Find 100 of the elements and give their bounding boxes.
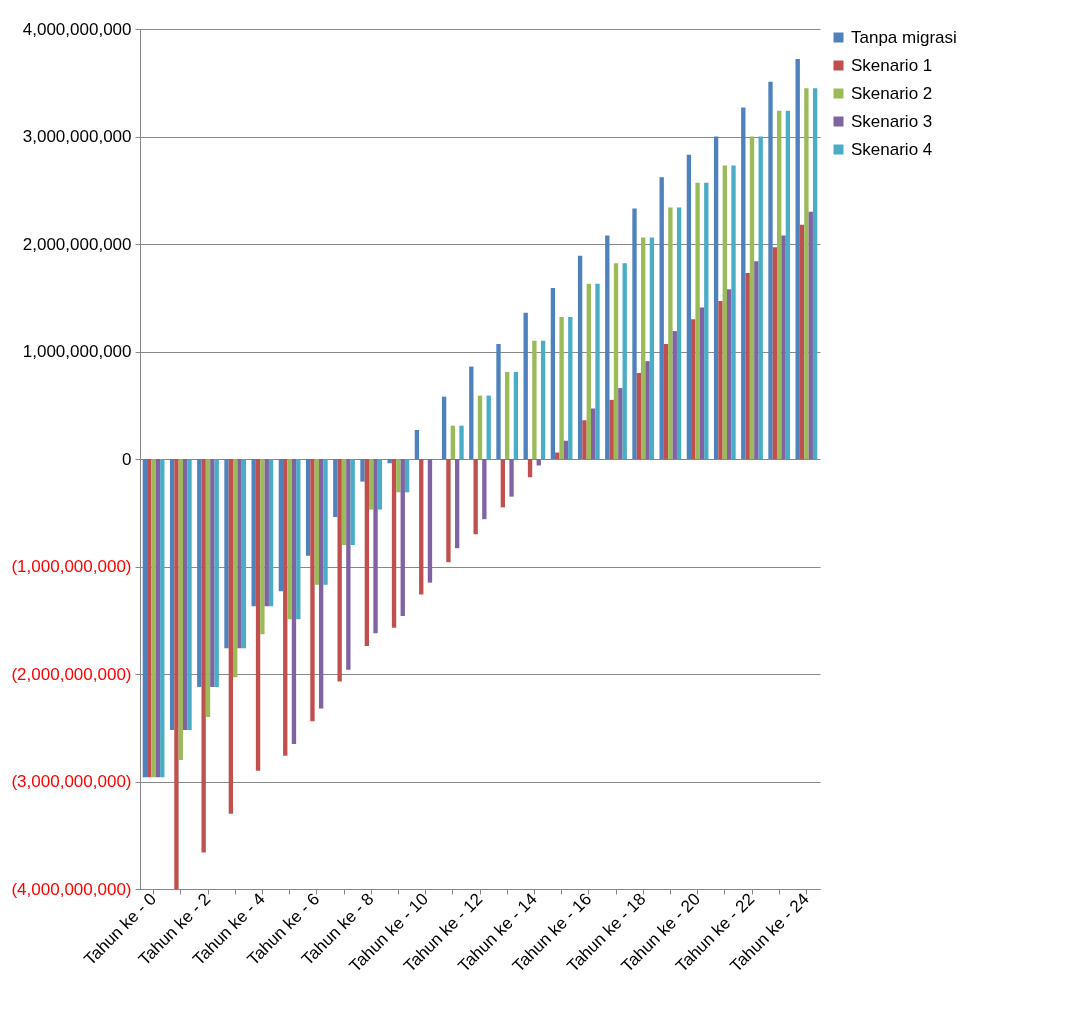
bar [649,237,655,459]
bar [469,366,474,459]
y-tick-label: (4,000,000,000) [11,879,132,899]
bar [404,459,410,493]
bar [622,263,627,459]
bar [568,317,573,459]
bar [795,59,800,459]
bar [618,388,623,459]
bar [722,165,727,459]
bar [772,247,778,459]
bar [391,459,397,628]
bar [799,224,805,459]
bar [777,110,782,459]
bar [210,459,215,687]
y-tick-label: 3,000,000,000 [22,127,132,146]
bar [197,459,202,687]
bar [224,459,229,649]
bar [632,208,637,459]
bar [482,459,487,520]
bar [613,263,619,459]
y-tick-label: (2,000,000,000) [11,664,132,684]
bar [550,288,556,459]
bar [754,261,759,459]
bar [704,182,709,459]
bar [527,459,533,478]
bar [731,165,736,459]
legend-label: Skenario 4 [851,139,933,159]
bar [369,459,374,510]
bar [260,459,265,635]
bar [441,396,447,459]
bar [745,273,750,459]
y-tick-label: 0 [122,449,132,469]
bar [241,459,247,649]
bar [414,429,420,459]
bar [373,459,378,634]
bar [151,459,156,778]
bar [147,459,152,778]
bar [726,289,732,459]
bar [718,300,723,459]
bar [283,459,288,756]
bar [473,459,478,535]
bar [251,459,256,607]
bar [427,459,433,583]
bar [804,88,809,459]
bar [377,459,383,510]
bar [563,440,569,459]
bar [505,371,510,459]
legend-label: Skenario 3 [851,111,933,131]
bar [768,81,773,459]
bar [686,154,692,459]
bar [672,331,677,459]
bar [178,459,183,760]
bar [595,283,600,459]
legend-label: Skenario 2 [851,83,933,103]
bar [341,459,347,545]
bar [337,459,342,682]
bar [214,459,219,687]
bar [454,459,460,549]
bar [477,395,483,459]
bar [360,459,365,482]
bar [419,459,424,595]
bar [318,459,324,709]
bar [695,182,700,459]
bar [201,459,206,853]
bar [523,312,528,459]
bar [396,459,401,493]
legend-label: Tanpa migrasi [851,27,957,47]
bar [590,408,596,459]
bar [174,459,179,889]
bar [296,459,301,620]
bar [609,399,614,459]
bar [459,425,464,459]
bar [749,136,755,459]
bar [582,420,587,459]
legend-label: Skenario 1 [851,55,933,75]
bar [741,107,746,459]
bar [663,343,669,459]
bar [540,340,546,459]
bar [237,459,242,649]
bar [346,459,351,670]
bar [513,371,519,459]
bar [446,459,451,563]
y-tick-label: 4,000,000,000 [22,19,132,39]
bar [169,459,175,730]
bar [333,459,338,518]
bar [641,237,646,459]
bar [636,373,642,459]
bar [532,340,537,459]
bar [781,235,786,459]
bar [450,425,455,459]
bar [486,395,491,459]
bar [278,459,284,592]
bar [785,110,791,459]
y-tick-label: (1,000,000,000) [11,557,132,576]
bar [808,211,813,459]
bar [205,459,211,717]
bar [160,459,165,778]
bar [264,459,269,607]
bar [496,343,501,459]
bar [155,459,161,778]
